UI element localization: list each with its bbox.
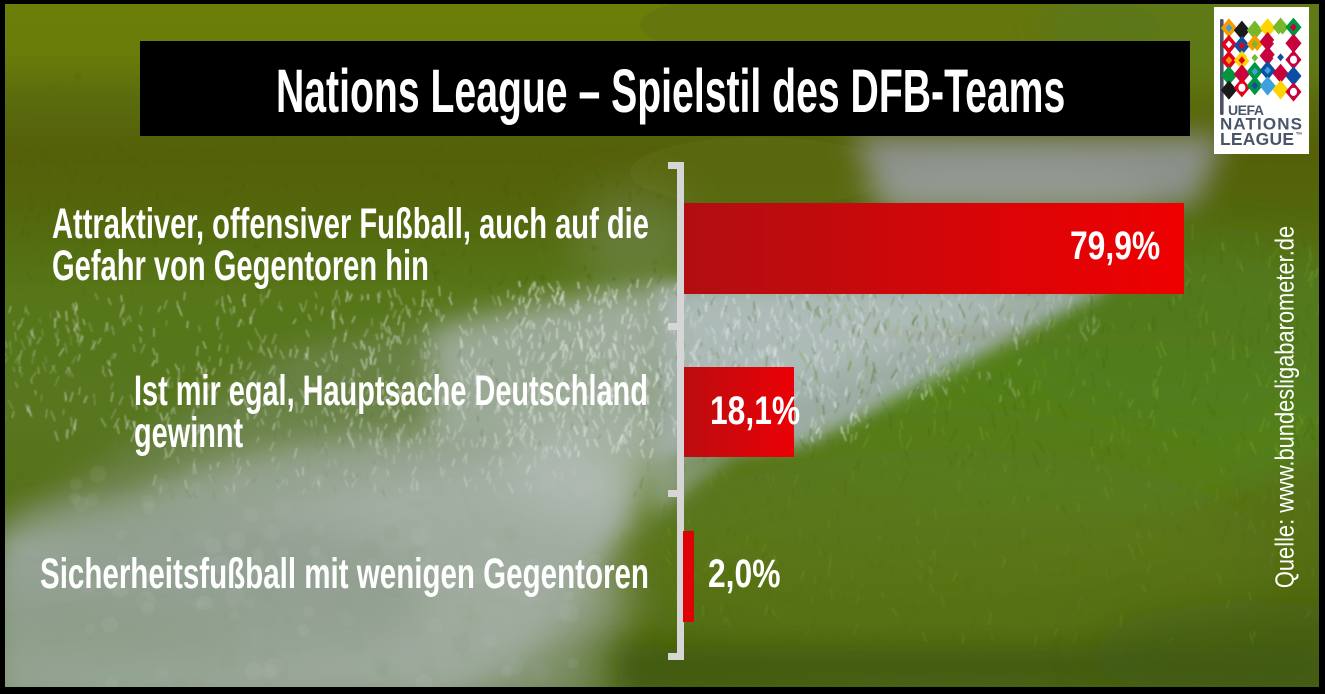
svg-text:™: ™	[1296, 132, 1303, 139]
svg-text:NATIONS: NATIONS	[1220, 115, 1302, 134]
svg-text:UEFA: UEFA	[1228, 102, 1264, 118]
svg-text:LEAGUE: LEAGUE	[1220, 129, 1294, 149]
